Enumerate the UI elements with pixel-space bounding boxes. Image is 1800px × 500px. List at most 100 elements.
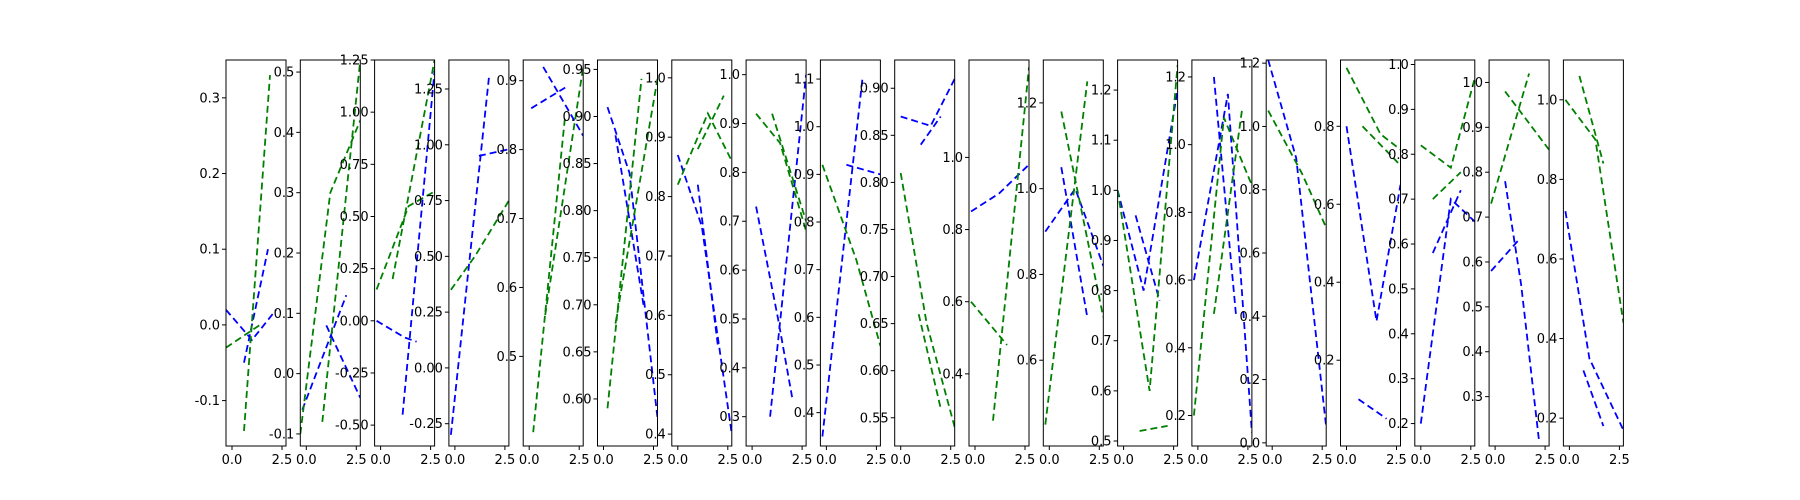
y-tick-label: 0.1 [199,243,220,258]
series-1-segment-2 [846,163,881,176]
panel-frame [597,59,658,447]
y-tick-label: 0.6 [1165,274,1186,289]
y-tick-label: 0.6 [645,309,666,324]
y-tick-label: 0.7 [1091,334,1112,349]
series-2-segment-2 [321,60,361,422]
series-1-segment-2 [1431,189,1462,254]
y-tick-label: 0.8 [645,190,666,205]
y-tick-label: 0.5 [497,350,518,365]
y-tick-label: 0.80 [860,176,889,191]
series-1-segment-2 [919,115,942,146]
panel-lines [1193,76,1252,433]
x-tick-label: 2.5 [1460,453,1481,468]
y-tick-label: 1.0 [1388,58,1409,73]
y-tick-label: 0.85 [563,157,592,172]
y-tick-label: 1.0 [1091,184,1112,199]
series-1-segment-2 [1504,181,1540,442]
y-tick-label: 0.2 [1537,412,1558,427]
series-1-segment-1 [1193,93,1252,433]
panel-frame [968,59,1030,447]
y-tick-label: -0.1 [195,394,220,409]
panel-frame [671,59,733,447]
y-tick-label: 0.8 [1091,284,1112,299]
panel-7: 0.40.50.60.70.80.91.00.0 2.5 [645,59,738,468]
series-2-segment-1 [375,190,435,290]
y-tick-label: 0.5 [1388,282,1409,297]
y-tick-label: 0.2 [199,167,220,182]
y-tick-label: 0.0 [274,367,295,382]
y-tick-label: 0.8 [1240,183,1261,198]
y-tick-label: 0.25 [340,262,369,277]
series-1-segment-2 [614,135,645,305]
panel-lines [375,60,435,415]
x-tick-label: 0.0 [222,453,243,468]
x-tick-label: 2.5 [420,453,441,468]
series-1-segment-1 [900,78,955,127]
x-tick-label: 0.0 [1039,453,1060,468]
y-tick-label: 0.70 [563,298,592,313]
y-tick-label: 0.60 [563,392,592,407]
y-tick-label: 0.8 [794,216,815,231]
y-tick-label: 1.00 [414,138,443,153]
panels-group: -0.10.00.10.20.30.0 2.5-0.10.00.10.20.30.… [195,54,1630,469]
y-tick-label: 0.5 [645,368,666,383]
series-1-segment-1 [1564,211,1624,431]
y-tick-label: 0.8 [1017,268,1038,283]
panel-lines [970,67,1029,421]
series-1-segment-2 [1134,215,1161,301]
y-tick-label: 0.6 [942,295,963,310]
y-tick-label: 0.60 [860,364,889,379]
series-1-segment-1 [755,206,793,398]
y-tick-label: 0.70 [860,270,889,285]
y-tick-label: 0.6 [1240,247,1261,262]
y-tick-label: 1.0 [1017,182,1038,197]
x-tick-label: 0.0 [1485,453,1506,468]
panel-8: 0.3 0.4 0.5 0.6 0.7 0.8 0.9 1.0 0.0 2.5 [719,59,813,468]
panel-19: 0.20.40.60.81.00.0 2.5 [1537,59,1630,468]
x-tick-label: 0.0 [370,453,391,468]
y-tick-label: 0.9 [719,117,740,132]
series-2-segment-2 [1213,110,1243,315]
x-tick-label: 2.5 [1089,453,1110,468]
y-tick-label: 0.4 [1314,276,1335,291]
panel-lines [1564,75,1624,431]
y-tick-label: 0.6 [719,264,740,279]
series-2-segment-2 [614,78,658,324]
panel-lines [1267,60,1327,428]
series-1-segment-1 [821,78,864,437]
series-1-segment-1 [226,309,277,342]
y-tick-label: 1.25 [414,83,443,98]
series-1-segment-2 [243,249,269,363]
series-1-segment-2 [769,74,807,417]
x-tick-label: 2.5 [1238,453,1259,468]
y-tick-label: 1.0 [1537,93,1558,108]
panel-lines [899,78,955,428]
panel-frame [1117,59,1179,447]
panel-lines [1345,67,1401,420]
x-tick-label: 2.5 [272,453,293,468]
series-1-segment-1 [606,106,658,418]
y-tick-label: 0.7 [794,263,815,278]
series-2-segment-1 [676,111,732,186]
series-1-segment-2 [401,70,435,415]
x-tick-label: 0.0 [1262,453,1283,468]
x-tick-label: 2.5 [792,453,813,468]
y-tick-label: -0.1 [269,427,294,442]
y-tick-label: 1.1 [1091,134,1112,149]
series-2-segment-2 [771,113,807,222]
panel-17: 0.20.30.40.50.60.70.80.91.00.0 2.5 [1388,58,1481,468]
panel-lines [226,75,277,431]
panel-1: -0.1 0.0 0.1 0.2 0.3 0.0 2.5 [195,59,293,468]
y-tick-label: 0.8 [1165,206,1186,221]
series-2-segment-2 [917,313,942,409]
series-2-segment-2 [391,60,435,280]
y-tick-label: 1.00 [340,106,369,121]
panel-frame [1414,59,1476,447]
x-tick-label: 2.5 [643,453,664,468]
y-tick-label: 0.4 [794,406,815,421]
panel-13: 0.50.60.70.80.91.01.11.20.0 2.5 [1091,59,1184,468]
series-2-segment-1 [1564,99,1624,323]
panel-11: 0.4 0.6 0.8 1.0 0.0 2.5 [942,59,1035,468]
x-tick-label: 2.5 [346,453,367,468]
